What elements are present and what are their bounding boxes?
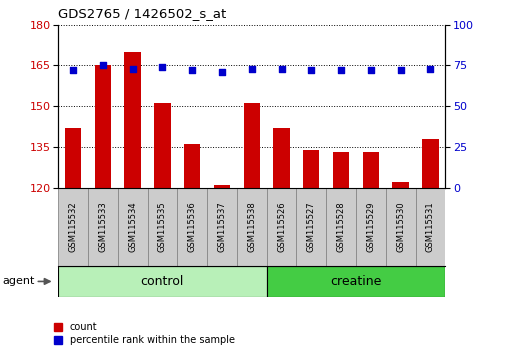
Bar [94, 65, 111, 188]
Text: GSM115531: GSM115531 [425, 201, 434, 252]
Bar [58, 188, 88, 266]
Point [366, 68, 374, 73]
Bar [296, 188, 326, 266]
Text: creatine: creatine [330, 275, 381, 288]
Bar [118, 188, 147, 266]
Bar [273, 128, 289, 188]
Point [128, 66, 136, 72]
Bar [421, 139, 438, 188]
Bar [58, 266, 266, 297]
Point [69, 68, 77, 73]
Text: GSM115535: GSM115535 [158, 201, 167, 252]
Point [277, 66, 285, 72]
Point [158, 64, 166, 70]
Legend: count, percentile rank within the sample: count, percentile rank within the sample [50, 319, 238, 349]
Point [307, 68, 315, 73]
Point [336, 68, 344, 73]
Point [396, 68, 404, 73]
Bar [266, 266, 444, 297]
Text: GSM115533: GSM115533 [98, 201, 107, 252]
Text: GSM115534: GSM115534 [128, 201, 137, 252]
Text: GSM115529: GSM115529 [366, 201, 375, 252]
Text: GSM115538: GSM115538 [247, 201, 256, 252]
Text: GSM115532: GSM115532 [69, 201, 77, 252]
Bar [392, 182, 408, 188]
Text: GSM115536: GSM115536 [187, 201, 196, 252]
Text: GSM115527: GSM115527 [306, 201, 315, 252]
Point [98, 63, 107, 68]
Text: GSM115537: GSM115537 [217, 201, 226, 252]
Bar [236, 188, 266, 266]
Bar [243, 103, 260, 188]
Bar [385, 188, 415, 266]
Bar [177, 188, 207, 266]
Text: GSM115530: GSM115530 [395, 201, 405, 252]
Bar [184, 144, 200, 188]
Point [426, 66, 434, 72]
Bar [207, 188, 236, 266]
Bar [147, 188, 177, 266]
Bar [88, 188, 118, 266]
Bar [302, 150, 319, 188]
Bar [415, 188, 444, 266]
Bar [326, 188, 355, 266]
Text: GSM115528: GSM115528 [336, 201, 345, 252]
Bar [213, 185, 230, 188]
Point [218, 69, 226, 75]
Text: GDS2765 / 1426502_s_at: GDS2765 / 1426502_s_at [58, 7, 226, 20]
Bar [355, 188, 385, 266]
Point [188, 68, 196, 73]
Text: control: control [140, 275, 184, 288]
Text: agent: agent [3, 276, 35, 286]
Bar [332, 152, 348, 188]
Bar [362, 152, 378, 188]
Bar [65, 128, 81, 188]
Bar [266, 188, 296, 266]
Point [247, 66, 256, 72]
Bar [154, 103, 170, 188]
Text: GSM115526: GSM115526 [276, 201, 285, 252]
Bar [124, 52, 140, 188]
